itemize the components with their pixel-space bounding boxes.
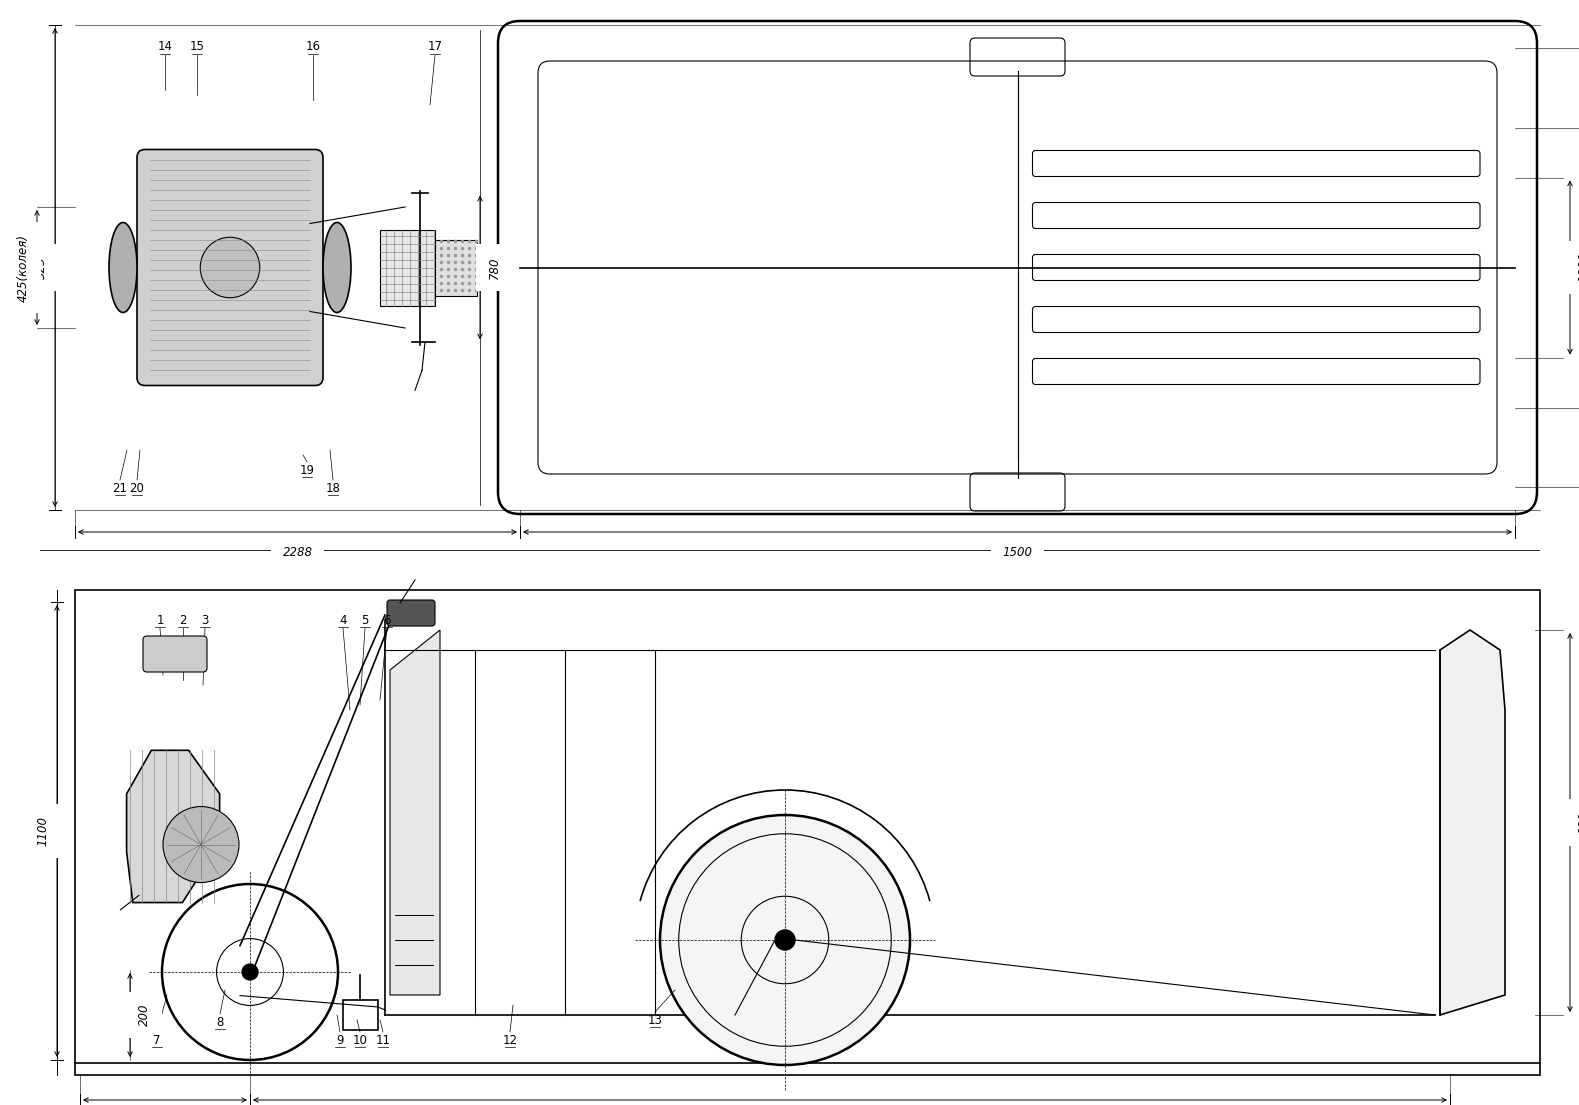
Bar (74, 590, 1540, 1075)
Polygon shape (390, 630, 441, 994)
Polygon shape (1440, 630, 1505, 1015)
Text: 13: 13 (647, 1013, 663, 1027)
Bar (434, 240, 477, 295)
Text: 11: 11 (376, 1033, 390, 1046)
Ellipse shape (109, 222, 137, 313)
Text: 20: 20 (129, 482, 144, 495)
Text: 525: 525 (35, 256, 47, 278)
Text: 3: 3 (201, 613, 208, 627)
Text: 9: 9 (336, 1033, 344, 1046)
Text: 425(колея): 425(колея) (16, 233, 30, 302)
Text: 17: 17 (428, 41, 442, 53)
FancyBboxPatch shape (144, 636, 207, 672)
Text: 16: 16 (305, 41, 321, 53)
Text: 18: 18 (325, 482, 341, 495)
Text: 6: 6 (384, 613, 390, 627)
Ellipse shape (324, 222, 351, 313)
FancyBboxPatch shape (137, 149, 324, 386)
Text: 19: 19 (300, 463, 314, 476)
Text: 14: 14 (158, 41, 172, 53)
Text: 1500: 1500 (1003, 546, 1033, 559)
Text: 4: 4 (339, 613, 347, 627)
Text: 10: 10 (352, 1033, 368, 1046)
Circle shape (660, 815, 910, 1065)
Ellipse shape (201, 238, 261, 297)
FancyBboxPatch shape (387, 600, 434, 627)
Text: 1: 1 (156, 613, 164, 627)
Text: 2288: 2288 (283, 546, 313, 559)
Text: 21: 21 (112, 482, 128, 495)
Text: 2: 2 (180, 613, 186, 627)
Text: 8: 8 (216, 1015, 224, 1029)
Text: 200: 200 (137, 1003, 150, 1027)
Bar (343, 1000, 377, 1030)
Text: 5: 5 (362, 613, 368, 627)
Circle shape (242, 964, 257, 980)
Text: 12: 12 (502, 1033, 518, 1046)
Text: 7: 7 (153, 1033, 161, 1046)
Text: 15: 15 (189, 41, 204, 53)
Polygon shape (126, 750, 219, 903)
Bar (381, 230, 434, 305)
Text: 1100: 1100 (36, 815, 49, 846)
Circle shape (775, 930, 794, 950)
Circle shape (163, 807, 238, 883)
Text: 780: 780 (488, 256, 501, 278)
